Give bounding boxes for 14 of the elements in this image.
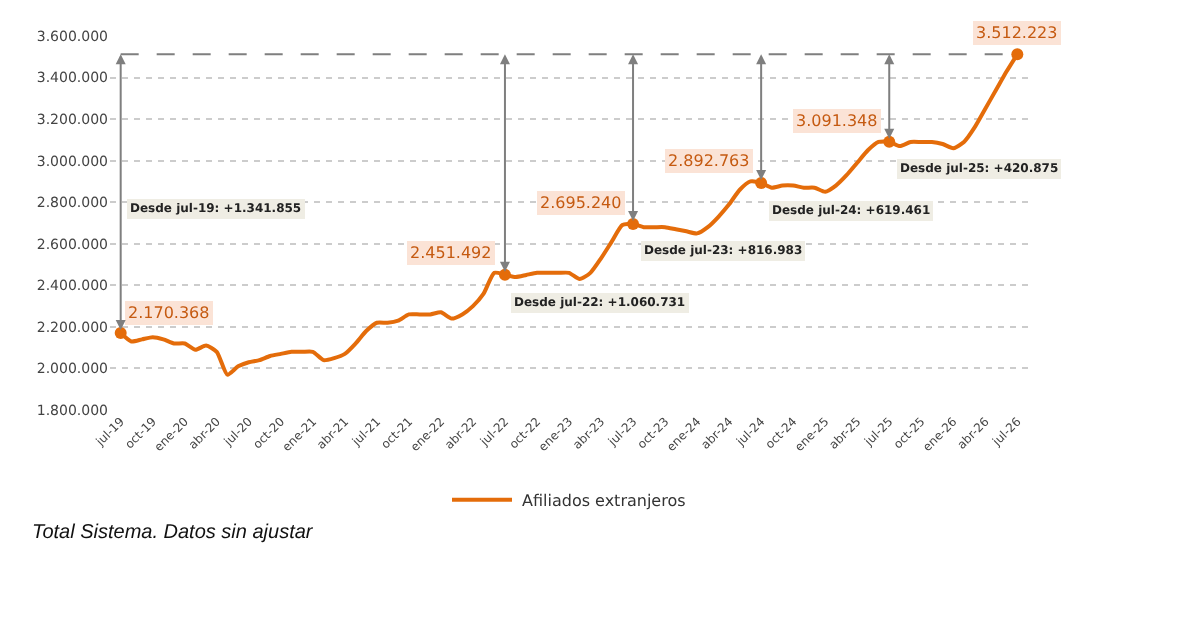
data-label: 2.451.492: [410, 244, 492, 262]
text: Total Sistema. Datos sin ajustar: [32, 522, 314, 544]
point: [498, 268, 511, 281]
data-label: 3.091.348: [796, 112, 878, 130]
point: [1011, 48, 1024, 61]
data-label: 2.695.240: [540, 194, 622, 212]
point: [114, 327, 127, 340]
point: [755, 176, 768, 189]
point: [883, 135, 896, 148]
data-label: 2.170.368: [128, 304, 210, 322]
legend-label: Afiliados extranjeros: [522, 492, 686, 510]
point: [627, 217, 640, 230]
data-label: 2.892.763: [668, 152, 750, 170]
data-label: 3.512.223: [976, 24, 1058, 42]
